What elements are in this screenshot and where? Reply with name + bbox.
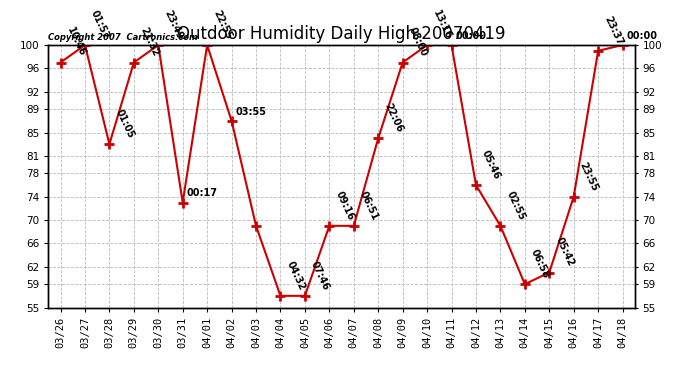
Text: 05:46: 05:46 bbox=[480, 148, 502, 181]
Text: 10:46: 10:46 bbox=[65, 26, 87, 58]
Text: 00:17: 00:17 bbox=[187, 188, 218, 198]
Text: 22:55: 22:55 bbox=[211, 9, 233, 41]
Text: Copyright 2007  Cartronics.com: Copyright 2007 Cartronics.com bbox=[48, 33, 198, 42]
Text: 00:00: 00:00 bbox=[627, 31, 658, 41]
Text: 06:51: 06:51 bbox=[358, 189, 380, 222]
Text: 06:58: 06:58 bbox=[529, 248, 551, 280]
Text: 23:55: 23:55 bbox=[578, 160, 600, 192]
Text: 09:16: 09:16 bbox=[333, 189, 355, 222]
Text: 03:55: 03:55 bbox=[236, 106, 267, 117]
Text: 01:57: 01:57 bbox=[89, 9, 111, 41]
Text: 04:32: 04:32 bbox=[284, 260, 307, 292]
Title: Outdoor Humidity Daily High 20070419: Outdoor Humidity Daily High 20070419 bbox=[177, 26, 506, 44]
Text: 02:55: 02:55 bbox=[504, 189, 526, 222]
Text: 08:00: 08:00 bbox=[407, 26, 429, 58]
Text: 13:16: 13:16 bbox=[431, 9, 453, 41]
Text: 00:00: 00:00 bbox=[455, 31, 486, 41]
Text: 07:46: 07:46 bbox=[309, 260, 331, 292]
Text: 21:32: 21:32 bbox=[138, 26, 160, 58]
Text: 01:05: 01:05 bbox=[114, 108, 136, 140]
Text: 23:49: 23:49 bbox=[162, 9, 185, 41]
Text: 22:06: 22:06 bbox=[382, 102, 404, 134]
Text: 23:37: 23:37 bbox=[602, 14, 624, 46]
Text: 05:42: 05:42 bbox=[553, 236, 575, 268]
